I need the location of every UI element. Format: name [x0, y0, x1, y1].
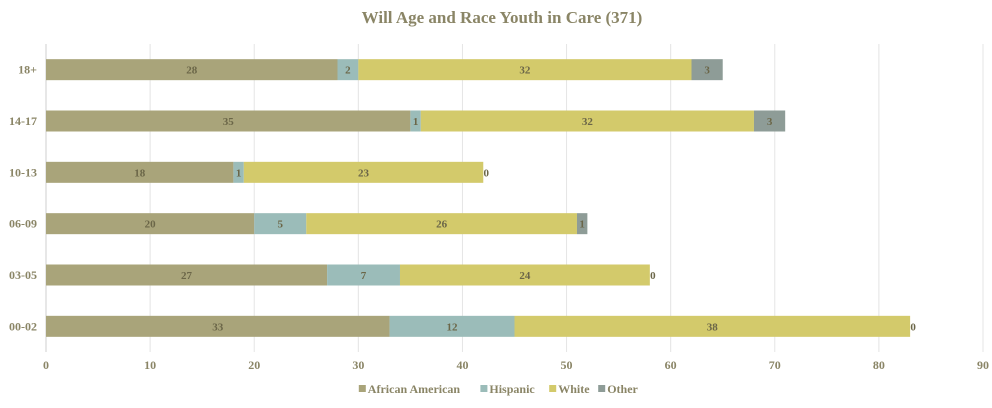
bar-segment	[46, 161, 234, 183]
data-label: 5	[278, 219, 284, 231]
data-label: 0	[910, 321, 916, 333]
bar-segment	[46, 59, 338, 81]
data-labels: 33 12 38 0 27 7 24 0 20 5 26 1 18 1 23 0 35 1 32 3 28 2 32 3	[134, 65, 916, 334]
data-label: 24	[519, 270, 531, 282]
x-tick-label: 0	[43, 358, 49, 372]
bar-segment	[233, 161, 244, 183]
legend-label: Other	[607, 382, 638, 396]
legend-item: White	[549, 382, 590, 396]
data-label: 0	[484, 167, 490, 179]
chart-title: Will Age and Race Youth in Care (371)	[362, 8, 643, 27]
x-tick-label: 40	[456, 358, 468, 372]
x-tick-label: 30	[352, 358, 364, 372]
bar-segment	[46, 213, 255, 235]
data-label: 18	[134, 167, 146, 179]
data-label: 32	[519, 65, 531, 77]
bar-segment	[46, 110, 411, 132]
legend-label: White	[558, 382, 590, 396]
data-label: 23	[358, 167, 370, 179]
data-label: 3	[767, 116, 773, 128]
legend-swatch	[358, 385, 366, 392]
legend-swatch	[598, 385, 606, 392]
data-label: 3	[704, 65, 710, 77]
data-label: 1	[579, 219, 585, 231]
bar-segment	[46, 315, 390, 337]
data-label: 32	[582, 116, 594, 128]
bar-segment	[46, 264, 328, 286]
bar-segment	[691, 59, 723, 81]
data-label: 0	[650, 270, 656, 282]
x-axis: 0 10 20 30 40 50 60 70 80 90	[43, 358, 989, 372]
bar-segment	[410, 110, 421, 132]
bar-segment	[306, 213, 577, 235]
data-label: 1	[413, 116, 419, 128]
grid	[45, 44, 984, 352]
legend-item: Hispanic	[480, 382, 535, 396]
legend-item: Other	[598, 382, 639, 396]
legend: African American Hispanic White Other	[358, 382, 639, 396]
bar-segment	[753, 110, 786, 132]
data-label: 38	[707, 321, 719, 333]
bar-segment	[243, 161, 484, 183]
data-label: 1	[236, 167, 242, 179]
y-tick-label: 00-02	[9, 319, 37, 333]
data-label: 20	[145, 219, 157, 231]
bar-segment	[514, 315, 911, 337]
x-tick-label: 10	[144, 358, 156, 372]
bar-segment	[327, 264, 400, 286]
legend-label: Hispanic	[489, 382, 535, 396]
bar-segment	[358, 59, 692, 81]
bar-segment	[337, 59, 359, 81]
data-label: 33	[212, 321, 224, 333]
bars	[46, 59, 911, 337]
legend-swatch	[480, 385, 488, 392]
y-tick-label: 03-05	[9, 268, 37, 282]
x-tick-label: 50	[561, 358, 573, 372]
legend-item: African American	[358, 382, 461, 396]
data-label: 28	[186, 65, 198, 77]
data-label: 12	[447, 321, 459, 333]
bar-segment	[389, 315, 515, 337]
bar-segment	[254, 213, 307, 235]
bar-segment	[576, 213, 588, 235]
x-tick-label: 70	[769, 358, 781, 372]
x-tick-label: 60	[665, 358, 677, 372]
y-tick-label: 06-09	[9, 217, 37, 231]
legend-swatch	[549, 385, 557, 392]
data-label: 2	[345, 65, 351, 77]
y-tick-label: 10-13	[9, 165, 37, 179]
bar-segment	[399, 264, 650, 286]
x-tick-label: 20	[248, 358, 260, 372]
x-tick-label: 80	[873, 358, 885, 372]
y-tick-label: 14-17	[9, 114, 37, 128]
y-tick-label: 18+	[18, 63, 37, 77]
bar-segment	[420, 110, 754, 132]
y-axis: 00-02 03-05 06-09 10-13 14-17 18+	[9, 63, 37, 334]
data-label: 26	[436, 219, 448, 231]
x-tick-label: 90	[977, 358, 989, 372]
data-label: 7	[361, 270, 367, 282]
data-label: 27	[181, 270, 193, 282]
data-label: 35	[223, 116, 235, 128]
legend-label: African American	[368, 382, 461, 396]
